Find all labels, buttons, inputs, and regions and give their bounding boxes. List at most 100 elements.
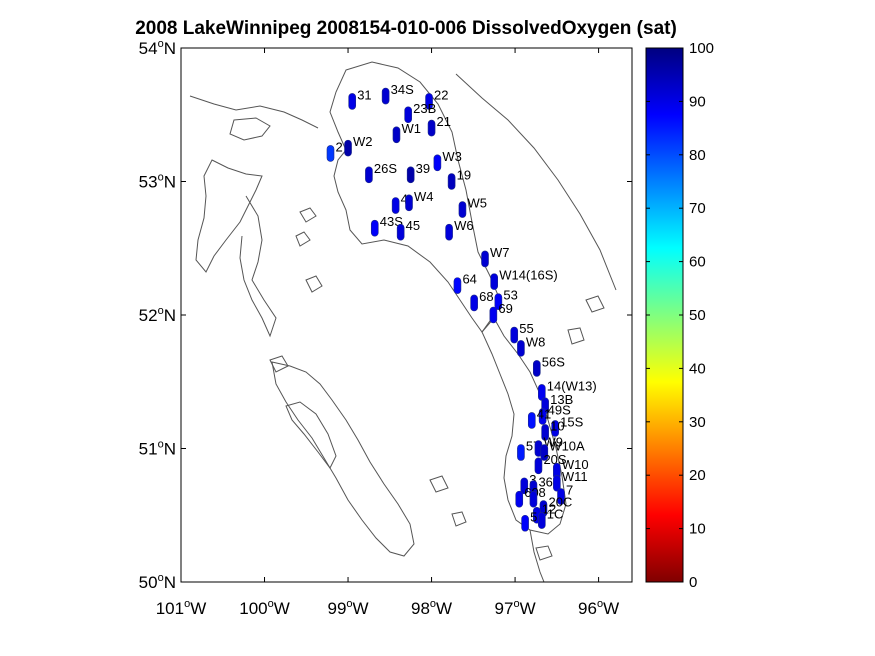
colorbar bbox=[645, 47, 684, 583]
station-55: 55 bbox=[510, 321, 534, 344]
station-34s: 34S bbox=[381, 82, 414, 105]
station-marker bbox=[348, 93, 357, 110]
lon-tick-label: 101oW bbox=[156, 598, 207, 618]
station-marker bbox=[489, 306, 498, 324]
station-w1: W1 bbox=[392, 121, 421, 144]
station-marker bbox=[534, 457, 543, 475]
station-marker bbox=[538, 408, 547, 425]
station-5: 5 bbox=[521, 509, 537, 532]
lon-tick-label: 98oW bbox=[411, 598, 452, 618]
lat-tick-label: 54oN bbox=[139, 38, 176, 58]
station-marker bbox=[406, 166, 415, 184]
colorbar-tick-label: 70 bbox=[689, 200, 706, 217]
station-label: 3 bbox=[529, 472, 536, 487]
station-label: 5 bbox=[530, 509, 537, 524]
station-label: 39 bbox=[416, 161, 430, 176]
station-marker bbox=[445, 223, 453, 241]
lat-tick-label: 53oN bbox=[139, 172, 176, 192]
station-label: 10 bbox=[550, 418, 564, 433]
station-label: W6 bbox=[454, 218, 474, 233]
lat-tick-label: 51oN bbox=[139, 439, 176, 459]
station-marker bbox=[510, 326, 519, 344]
station-label: 56S bbox=[542, 354, 565, 369]
lake-manitoba-inner bbox=[285, 401, 337, 469]
station-10: 10 bbox=[541, 418, 565, 441]
station-label: W4 bbox=[414, 189, 434, 204]
station-marker bbox=[515, 490, 524, 508]
station-marker bbox=[553, 474, 561, 492]
station-label: 55 bbox=[519, 321, 533, 336]
station-marker bbox=[458, 201, 467, 218]
colorbar-tick-label: 30 bbox=[689, 414, 706, 431]
station-label: W7 bbox=[490, 245, 510, 260]
coastline bbox=[189, 61, 617, 582]
station-label: 14(W13) bbox=[547, 378, 597, 393]
station-w14-16s-: W14(16S) bbox=[490, 268, 558, 290]
station-marker bbox=[453, 277, 462, 294]
colorbar-tick-label: 10 bbox=[689, 521, 706, 538]
station-marker bbox=[381, 87, 390, 105]
station-label: W10A bbox=[549, 439, 585, 454]
station-w8: W8 bbox=[517, 334, 546, 357]
station-marker bbox=[557, 488, 565, 505]
lat-tick-label: 52oN bbox=[139, 305, 176, 325]
station-20s: 20S bbox=[534, 452, 567, 475]
station-68: 68 bbox=[470, 289, 494, 312]
station-marker bbox=[391, 197, 400, 214]
station-marker bbox=[470, 294, 478, 312]
colorbar-tick-label: 60 bbox=[689, 254, 706, 271]
station-label: W9 bbox=[543, 435, 563, 450]
station-label: W3 bbox=[442, 149, 462, 164]
station-w6: W6 bbox=[445, 218, 474, 241]
station-marker bbox=[490, 273, 498, 290]
station-marker bbox=[447, 173, 456, 190]
station-label: 2 bbox=[335, 139, 342, 154]
station-label: 36 bbox=[538, 475, 552, 490]
station-56s: 56S bbox=[532, 354, 565, 377]
lake-winnipeg-south-basin bbox=[481, 317, 567, 535]
station-marker bbox=[537, 512, 546, 529]
station-label: 45 bbox=[406, 218, 420, 233]
station-marker bbox=[481, 250, 489, 268]
station-w10a: W10A bbox=[540, 439, 585, 461]
station-45: 45 bbox=[396, 218, 420, 241]
map-title: 2008 LakeWinnipeg 2008154-010-006 Dissol… bbox=[135, 18, 677, 39]
station-label: W10 bbox=[562, 457, 589, 472]
station-marker bbox=[427, 119, 436, 137]
station-label: 7 bbox=[566, 483, 573, 498]
station-marker bbox=[392, 126, 401, 144]
lon-tick-label: 99oW bbox=[327, 598, 368, 618]
northern-shore bbox=[189, 95, 319, 129]
station-49s: 49S bbox=[538, 402, 571, 425]
station-15s: 15S bbox=[551, 414, 584, 437]
station-marker bbox=[532, 360, 541, 377]
station-label: W5 bbox=[467, 196, 487, 211]
station-w7: W7 bbox=[481, 245, 510, 268]
station-w9: W9 bbox=[534, 435, 563, 457]
station-label: 22 bbox=[434, 87, 448, 102]
station-marker bbox=[433, 154, 442, 172]
station-marker bbox=[529, 490, 538, 508]
lat-tick-label: 50oN bbox=[139, 572, 176, 592]
station-label: 34S bbox=[391, 82, 414, 97]
station-marker bbox=[365, 166, 373, 184]
station-label: W8 bbox=[526, 334, 546, 349]
station-marker bbox=[551, 420, 559, 437]
station-53: 53 bbox=[494, 288, 518, 310]
station-w4: W4 bbox=[405, 189, 434, 212]
station-label: 19 bbox=[457, 168, 471, 183]
station-3: 3 bbox=[520, 472, 536, 495]
station-label: W2 bbox=[353, 134, 373, 149]
station-14-w13-: 14(W13) bbox=[537, 378, 597, 401]
colorbar-tick-label: 20 bbox=[689, 467, 706, 484]
station-label: 69 bbox=[498, 301, 512, 316]
lake-winnipegosis bbox=[195, 159, 263, 273]
station-w11: W11 bbox=[553, 469, 588, 492]
station-marker bbox=[541, 424, 549, 441]
station-label: 1C bbox=[547, 507, 564, 522]
station-19: 19 bbox=[447, 168, 471, 190]
station-1c: 1C bbox=[537, 507, 564, 529]
red-river bbox=[529, 529, 545, 582]
colorbar-tick-label: 40 bbox=[689, 360, 706, 377]
station-marker bbox=[517, 340, 525, 357]
